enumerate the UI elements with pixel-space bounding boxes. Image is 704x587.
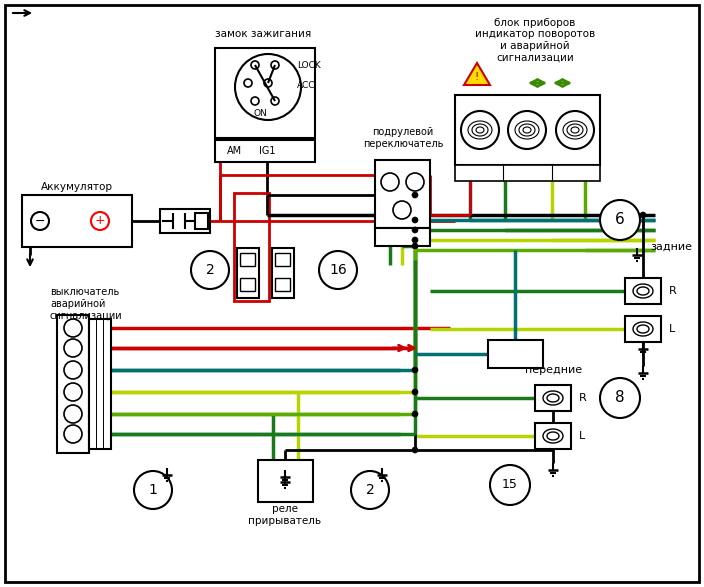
Circle shape (64, 319, 82, 337)
Bar (240, 253, 255, 266)
Text: !: ! (474, 72, 479, 82)
Text: R: R (669, 286, 677, 296)
Text: замок зажигания: замок зажигания (215, 29, 311, 39)
Circle shape (64, 405, 82, 423)
Bar (625, 316, 661, 342)
Circle shape (508, 111, 546, 149)
Circle shape (235, 54, 301, 120)
Circle shape (412, 447, 418, 453)
Circle shape (412, 237, 418, 243)
Circle shape (64, 425, 82, 443)
Circle shape (406, 173, 424, 191)
Bar (272, 248, 294, 298)
Circle shape (600, 200, 640, 240)
Bar (375, 160, 430, 228)
Bar (488, 340, 543, 368)
Circle shape (191, 251, 229, 289)
Text: R: R (579, 393, 586, 403)
Circle shape (393, 201, 411, 219)
Text: 6: 6 (615, 212, 625, 228)
Text: выключатель
аварийной
сигнализации: выключатель аварийной сигнализации (50, 287, 122, 320)
Text: 16: 16 (329, 263, 347, 277)
Circle shape (412, 217, 418, 223)
Text: −: − (34, 214, 45, 228)
Circle shape (412, 227, 418, 233)
Text: 2: 2 (206, 263, 215, 277)
Bar (215, 48, 315, 138)
Text: IG1: IG1 (259, 146, 275, 156)
Text: 1: 1 (149, 483, 158, 497)
Bar (215, 140, 315, 162)
Text: передние: передние (525, 365, 582, 375)
Text: +: + (94, 214, 106, 228)
Bar (375, 228, 430, 246)
Bar (237, 248, 259, 298)
Circle shape (412, 367, 418, 373)
Text: ON: ON (253, 110, 267, 119)
Circle shape (271, 61, 279, 69)
Bar (625, 278, 661, 304)
Text: подрулевой
переключатель: подрулевой переключатель (363, 127, 444, 149)
Circle shape (91, 212, 109, 230)
Circle shape (600, 378, 640, 418)
Bar (240, 278, 255, 291)
Bar (22, 195, 132, 247)
Polygon shape (464, 63, 490, 85)
Circle shape (251, 97, 259, 105)
Circle shape (351, 471, 389, 509)
Circle shape (461, 111, 499, 149)
Circle shape (251, 61, 259, 69)
Bar (455, 165, 600, 181)
Text: задние: задние (650, 242, 692, 252)
Bar (234, 193, 269, 301)
Circle shape (490, 465, 530, 505)
Circle shape (412, 192, 418, 198)
Text: ACC: ACC (297, 80, 315, 89)
Text: реле
прирыватель: реле прирыватель (249, 504, 322, 526)
Text: LOCK: LOCK (297, 60, 321, 69)
Text: 2: 2 (365, 483, 375, 497)
Text: AM: AM (227, 146, 242, 156)
Bar (57, 315, 89, 453)
Circle shape (271, 97, 279, 105)
Circle shape (412, 389, 418, 395)
Bar (160, 209, 210, 233)
Circle shape (412, 411, 418, 417)
Circle shape (244, 79, 252, 87)
Circle shape (556, 111, 594, 149)
Bar (195, 213, 208, 229)
Circle shape (31, 212, 49, 230)
Bar (535, 385, 571, 411)
Text: Аккумулятор: Аккумулятор (41, 182, 113, 192)
Circle shape (64, 383, 82, 401)
Text: 8: 8 (615, 390, 625, 406)
Circle shape (264, 79, 272, 87)
Circle shape (319, 251, 357, 289)
Bar (275, 278, 290, 291)
Circle shape (412, 243, 418, 249)
Bar (275, 253, 290, 266)
Circle shape (640, 212, 646, 218)
Text: 15: 15 (502, 478, 518, 491)
Bar (455, 95, 600, 165)
Text: L: L (579, 431, 585, 441)
Bar (535, 423, 571, 449)
Text: L: L (669, 324, 675, 334)
Circle shape (64, 339, 82, 357)
Bar (258, 460, 313, 502)
Text: блок приборов
индикатор поворотов
и аварийной
сигнализации: блок приборов индикатор поворотов и авар… (475, 18, 595, 62)
Circle shape (381, 173, 399, 191)
Circle shape (64, 361, 82, 379)
Bar (89, 319, 111, 449)
Circle shape (134, 471, 172, 509)
